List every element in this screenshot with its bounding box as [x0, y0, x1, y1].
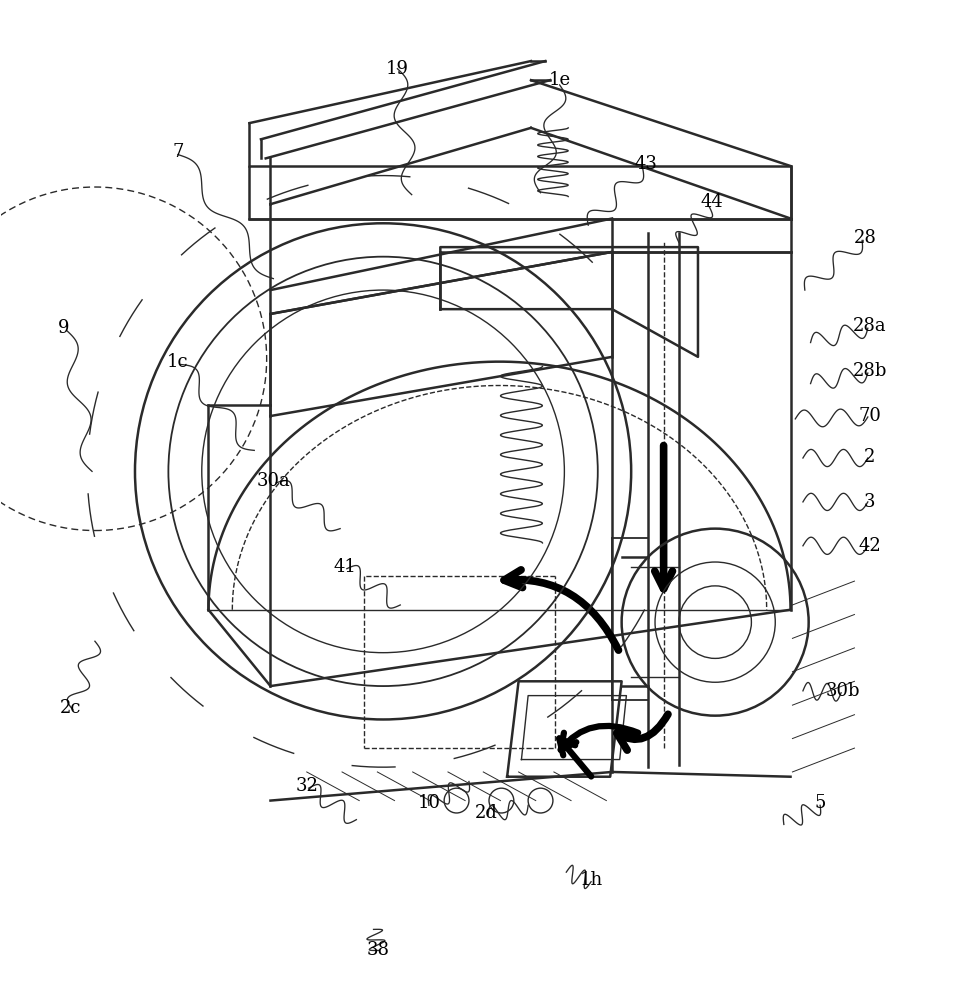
Text: 2: 2 — [864, 448, 876, 466]
Text: 38: 38 — [367, 941, 389, 959]
Text: 32: 32 — [296, 777, 318, 795]
Text: 10: 10 — [417, 794, 440, 812]
Text: 41: 41 — [333, 558, 356, 576]
Text: 42: 42 — [858, 537, 881, 555]
Text: 44: 44 — [701, 193, 723, 211]
Text: 3: 3 — [864, 493, 876, 511]
Text: 7: 7 — [172, 143, 184, 161]
Text: 1h: 1h — [580, 871, 603, 889]
Text: 43: 43 — [634, 155, 657, 173]
Text: 28b: 28b — [853, 362, 887, 380]
Text: 2d: 2d — [475, 804, 498, 822]
Text: 1c: 1c — [167, 353, 189, 371]
Text: 2c: 2c — [59, 699, 80, 717]
Text: 30b: 30b — [826, 682, 860, 700]
Text: 70: 70 — [858, 407, 881, 425]
Text: 19: 19 — [386, 60, 409, 78]
Text: 28a: 28a — [853, 317, 886, 335]
Text: 28: 28 — [854, 229, 877, 247]
Text: 5: 5 — [814, 794, 826, 812]
Text: 30a: 30a — [256, 472, 290, 490]
Text: 9: 9 — [57, 319, 69, 337]
Text: 1e: 1e — [548, 71, 570, 89]
